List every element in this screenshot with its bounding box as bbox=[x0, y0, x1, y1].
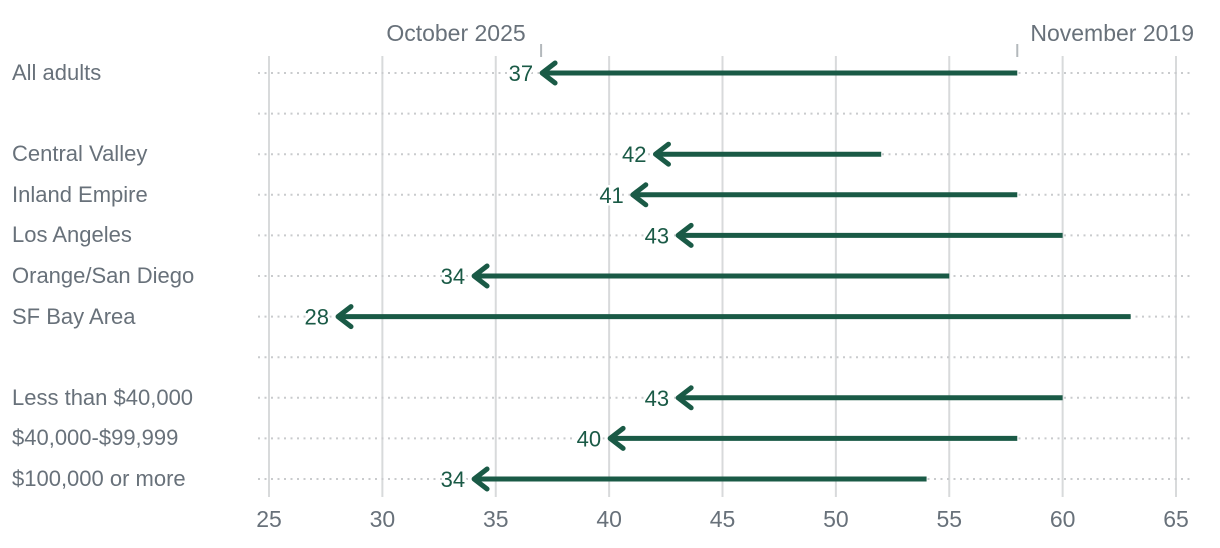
x-axis-tick-label: 50 bbox=[823, 506, 849, 532]
arrow-head bbox=[335, 304, 354, 330]
category-label: Los Angeles bbox=[12, 222, 132, 248]
arrow-head bbox=[652, 141, 671, 167]
x-axis-tick-label: 30 bbox=[369, 506, 396, 532]
x-axis-tick-label: 55 bbox=[936, 506, 963, 532]
value-label: 43 bbox=[645, 386, 669, 411]
value-label: 43 bbox=[645, 223, 669, 248]
category-label: Orange/San Diego bbox=[12, 263, 195, 288]
x-axis-tick-label: 45 bbox=[709, 506, 736, 532]
category-label: Central Valley bbox=[12, 141, 148, 167]
category-label: Less than $40,000 bbox=[12, 384, 194, 410]
period-label-previous: November 2019 bbox=[1030, 20, 1194, 46]
arrow-head bbox=[630, 182, 649, 208]
period-label-current: October 2025 bbox=[386, 20, 526, 46]
value-label: 34 bbox=[441, 264, 465, 289]
value-label: 41 bbox=[599, 183, 623, 208]
value-label: 37 bbox=[509, 61, 533, 86]
category-label: SF Bay Area bbox=[12, 303, 136, 329]
category-label: Inland Empire bbox=[12, 181, 148, 207]
x-axis-tick-label: 40 bbox=[596, 506, 622, 532]
arrow-head bbox=[471, 263, 490, 289]
value-label: 42 bbox=[622, 142, 646, 167]
arrow-head bbox=[471, 466, 490, 492]
category-label: $100,000 or more bbox=[12, 466, 186, 491]
arrow-head bbox=[675, 222, 694, 248]
category-label: $40,000-$99,999 bbox=[12, 425, 179, 451]
arrow-head bbox=[607, 425, 626, 451]
arrow-head bbox=[539, 60, 558, 86]
arrow-head bbox=[675, 385, 694, 411]
value-label: 34 bbox=[441, 467, 465, 492]
value-label: 28 bbox=[305, 305, 329, 330]
x-axis-tick-label: 60 bbox=[1049, 506, 1076, 532]
value-label: 40 bbox=[577, 426, 601, 451]
x-axis-tick-label: 25 bbox=[256, 506, 282, 532]
category-label: All adults bbox=[12, 60, 102, 85]
x-axis-tick-label: 35 bbox=[482, 506, 509, 532]
x-axis-tick-label: 65 bbox=[1163, 506, 1189, 532]
